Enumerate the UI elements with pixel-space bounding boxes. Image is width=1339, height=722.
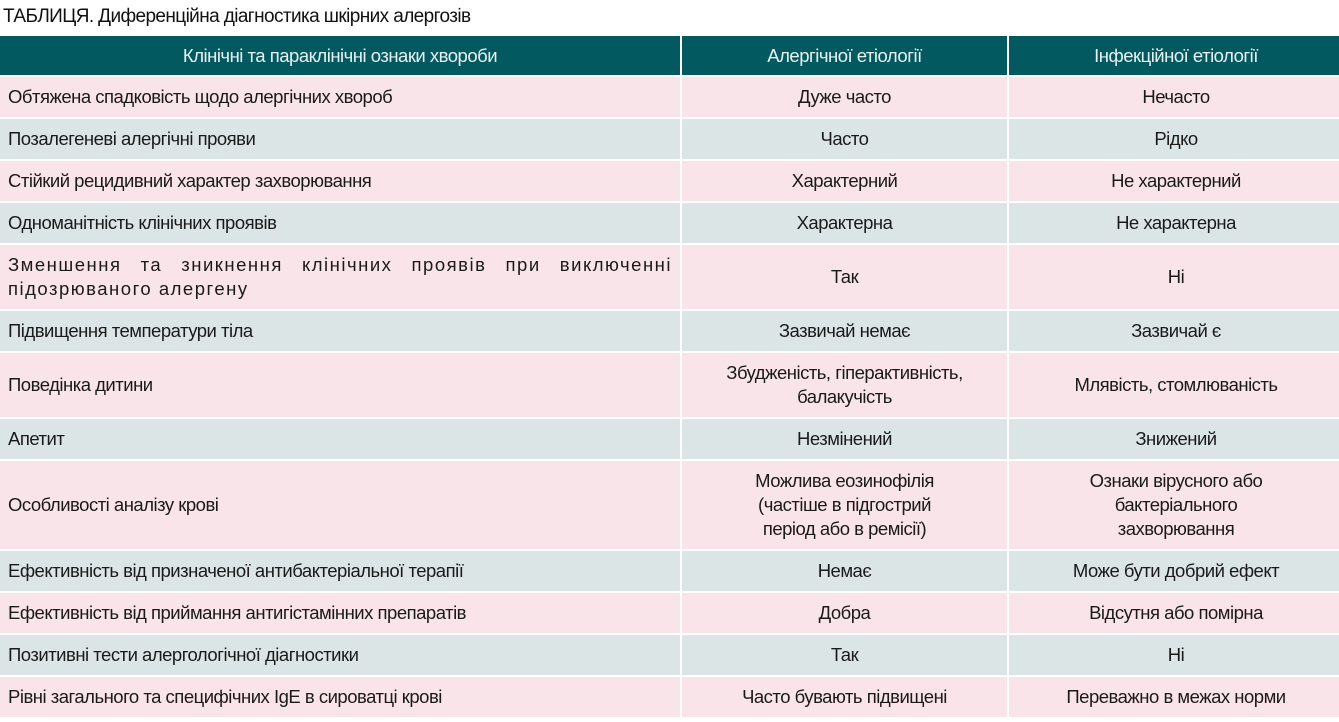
cell-allergic: Характерна	[682, 203, 1007, 243]
table-row: Зменшення та зникнення клінічних проявів…	[0, 245, 1339, 309]
table-row: Стійкий рецидивний характер захворювання…	[0, 161, 1339, 201]
cell-infectious: Не характерний	[1009, 161, 1339, 201]
cell-infectious: Не характерна	[1009, 203, 1339, 243]
cell-sign: Ефективність від приймання антигістамінн…	[0, 593, 680, 633]
cell-infectious: Відсутня або помірна	[1009, 593, 1339, 633]
cell-infectious: Ознаки вірусного або бактеріального захв…	[1009, 461, 1339, 549]
table-row: Апетит Незмінений Знижений	[0, 419, 1339, 459]
cell-sign: Ефективність від призначеної антибактері…	[0, 551, 680, 591]
table-row: Ефективність від призначеної антибактері…	[0, 551, 1339, 591]
cell-sign: Підвищення температури тіла	[0, 311, 680, 351]
cell-infectious: Зазвичай є	[1009, 311, 1339, 351]
cell-allergic: Так	[682, 635, 1007, 675]
table-row: Позитивні тести алергологічної діагности…	[0, 635, 1339, 675]
header-infectious: Інфекційної етіології	[1009, 36, 1339, 75]
cell-infectious: Знижений	[1009, 419, 1339, 459]
cell-allergic: Дуже часто	[682, 77, 1007, 117]
cell-infectious: Рідко	[1009, 119, 1339, 159]
table-row: Одноманітність клінічних проявів Характер…	[0, 203, 1339, 243]
table-row: Підвищення температури тіла Зазвичай нема…	[0, 311, 1339, 351]
cell-infectious: Ні	[1009, 245, 1339, 309]
cell-sign: Рівні загального та специфічних IgE в си…	[0, 677, 680, 717]
cell-infectious: Нечасто	[1009, 77, 1339, 117]
table-row: Обтяжена спадковість щодо алергічних хво…	[0, 77, 1339, 117]
cell-allergic: Часто бувають підвищені	[682, 677, 1007, 717]
cell-infectious: Може бути добрий ефект	[1009, 551, 1339, 591]
cell-sign: Позитивні тести алергологічної діагности…	[0, 635, 680, 675]
table-title: ТАБЛИЦЯ. Диференційна діагностика шкірни…	[3, 6, 471, 27]
diagnosis-table: Клінічні та параклінічні ознаки хвороби …	[0, 34, 1339, 719]
cell-infectious: Переважно в межах норми	[1009, 677, 1339, 717]
table-row: Рівні загального та специфічних IgE в си…	[0, 677, 1339, 717]
cell-sign: Обтяжена спадковість щодо алергічних хво…	[0, 77, 680, 117]
header-allergic: Алергічної етіології	[682, 36, 1007, 75]
table-row: Особливості аналізу крові Можлива еозиноф…	[0, 461, 1339, 549]
cell-sign: Одноманітність клінічних проявів	[0, 203, 680, 243]
cell-allergic: Добра	[682, 593, 1007, 633]
cell-sign: Поведінка дитини	[0, 353, 680, 417]
cell-allergic: Немає	[682, 551, 1007, 591]
cell-allergic: Зазвичай немає	[682, 311, 1007, 351]
cell-sign: Апетит	[0, 419, 680, 459]
table-row: Ефективність від приймання антигістамінн…	[0, 593, 1339, 633]
cell-allergic: Можлива еозинофілія (частіше в підгостри…	[682, 461, 1007, 549]
table-row: Позалегеневі алергічні прояви Часто Рідко	[0, 119, 1339, 159]
cell-sign: Зменшення та зникнення клінічних проявів…	[0, 245, 680, 309]
table-row: Поведінка дитини Збудженість, гіперактивн…	[0, 353, 1339, 417]
cell-sign: Позалегеневі алергічні прояви	[0, 119, 680, 159]
cell-allergic: Збудженість, гіперактивність, балакучіст…	[682, 353, 1007, 417]
cell-allergic: Часто	[682, 119, 1007, 159]
table-header-row: Клінічні та параклінічні ознаки хвороби …	[0, 36, 1339, 75]
cell-allergic: Так	[682, 245, 1007, 309]
cell-sign: Особливості аналізу крові	[0, 461, 680, 549]
cell-infectious: Ні	[1009, 635, 1339, 675]
cell-allergic: Незмінений	[682, 419, 1007, 459]
cell-sign: Стійкий рецидивний характер захворювання	[0, 161, 680, 201]
cell-infectious: Млявість, стомлюваність	[1009, 353, 1339, 417]
header-signs: Клінічні та параклінічні ознаки хвороби	[0, 36, 680, 75]
cell-allergic: Характерний	[682, 161, 1007, 201]
